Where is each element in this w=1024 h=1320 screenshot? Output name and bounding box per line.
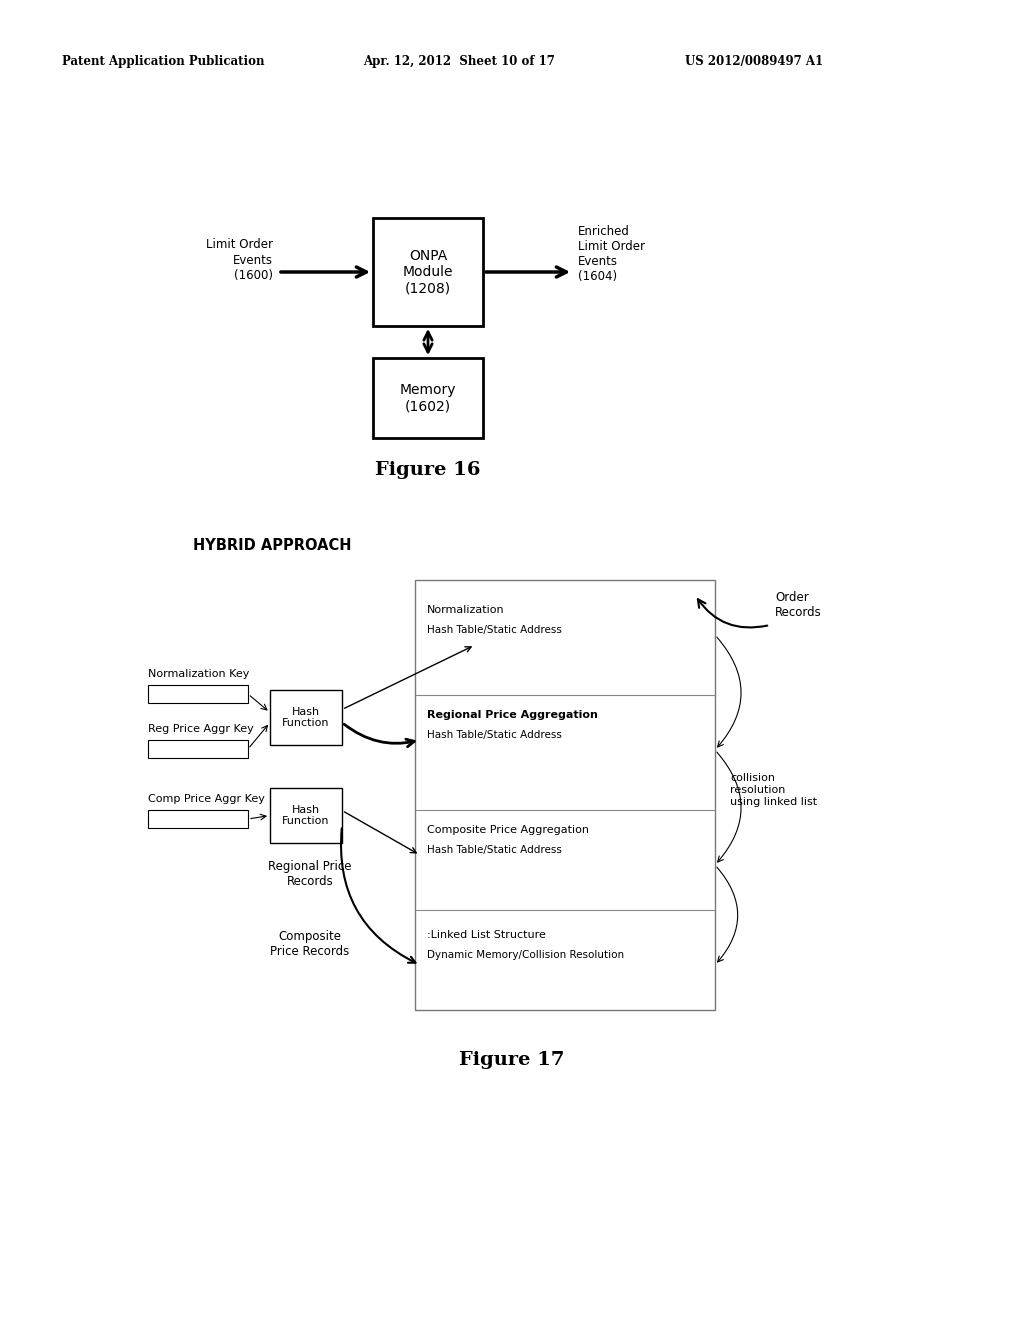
Bar bbox=[270, 690, 342, 744]
Text: Memory
(1602): Memory (1602) bbox=[399, 383, 457, 413]
Text: Dynamic Memory/Collision Resolution: Dynamic Memory/Collision Resolution bbox=[427, 950, 624, 960]
Bar bbox=[373, 218, 483, 326]
Text: Figure 16: Figure 16 bbox=[375, 461, 480, 479]
Text: Normalization: Normalization bbox=[427, 605, 505, 615]
Text: US 2012/0089497 A1: US 2012/0089497 A1 bbox=[685, 55, 823, 69]
Text: Order
Records: Order Records bbox=[775, 591, 821, 619]
Text: Regional Price
Records: Regional Price Records bbox=[268, 861, 352, 888]
Text: Hash
Function: Hash Function bbox=[283, 805, 330, 826]
Bar bbox=[148, 810, 248, 828]
Text: Hash Table/Static Address: Hash Table/Static Address bbox=[427, 730, 562, 741]
Text: collision
resolution
using linked list: collision resolution using linked list bbox=[730, 774, 817, 807]
Text: ONPA
Module
(1208): ONPA Module (1208) bbox=[402, 248, 454, 296]
Text: Limit Order
Events
(1600): Limit Order Events (1600) bbox=[206, 239, 273, 281]
Text: Apr. 12, 2012  Sheet 10 of 17: Apr. 12, 2012 Sheet 10 of 17 bbox=[362, 55, 555, 69]
Bar bbox=[148, 685, 248, 704]
Bar bbox=[415, 579, 715, 1010]
Text: Patent Application Publication: Patent Application Publication bbox=[62, 55, 264, 69]
Text: Enriched
Limit Order
Events
(1604): Enriched Limit Order Events (1604) bbox=[578, 224, 645, 282]
Text: HYBRID APPROACH: HYBRID APPROACH bbox=[193, 537, 351, 553]
Text: Comp Price Aggr Key: Comp Price Aggr Key bbox=[148, 795, 265, 804]
Text: Composite Price Aggregation: Composite Price Aggregation bbox=[427, 825, 589, 836]
Text: Hash Table/Static Address: Hash Table/Static Address bbox=[427, 845, 562, 855]
Text: Regional Price Aggregation: Regional Price Aggregation bbox=[427, 710, 598, 719]
Bar bbox=[373, 358, 483, 438]
Text: Figure 17: Figure 17 bbox=[460, 1051, 564, 1069]
Text: :Linked List Structure: :Linked List Structure bbox=[427, 931, 546, 940]
Bar bbox=[148, 741, 248, 758]
Text: Normalization Key: Normalization Key bbox=[148, 669, 250, 678]
Text: Reg Price Aggr Key: Reg Price Aggr Key bbox=[148, 723, 254, 734]
Text: Hash
Function: Hash Function bbox=[283, 706, 330, 729]
Text: Hash Table/Static Address: Hash Table/Static Address bbox=[427, 624, 562, 635]
Bar bbox=[270, 788, 342, 843]
Text: Composite
Price Records: Composite Price Records bbox=[270, 931, 349, 958]
